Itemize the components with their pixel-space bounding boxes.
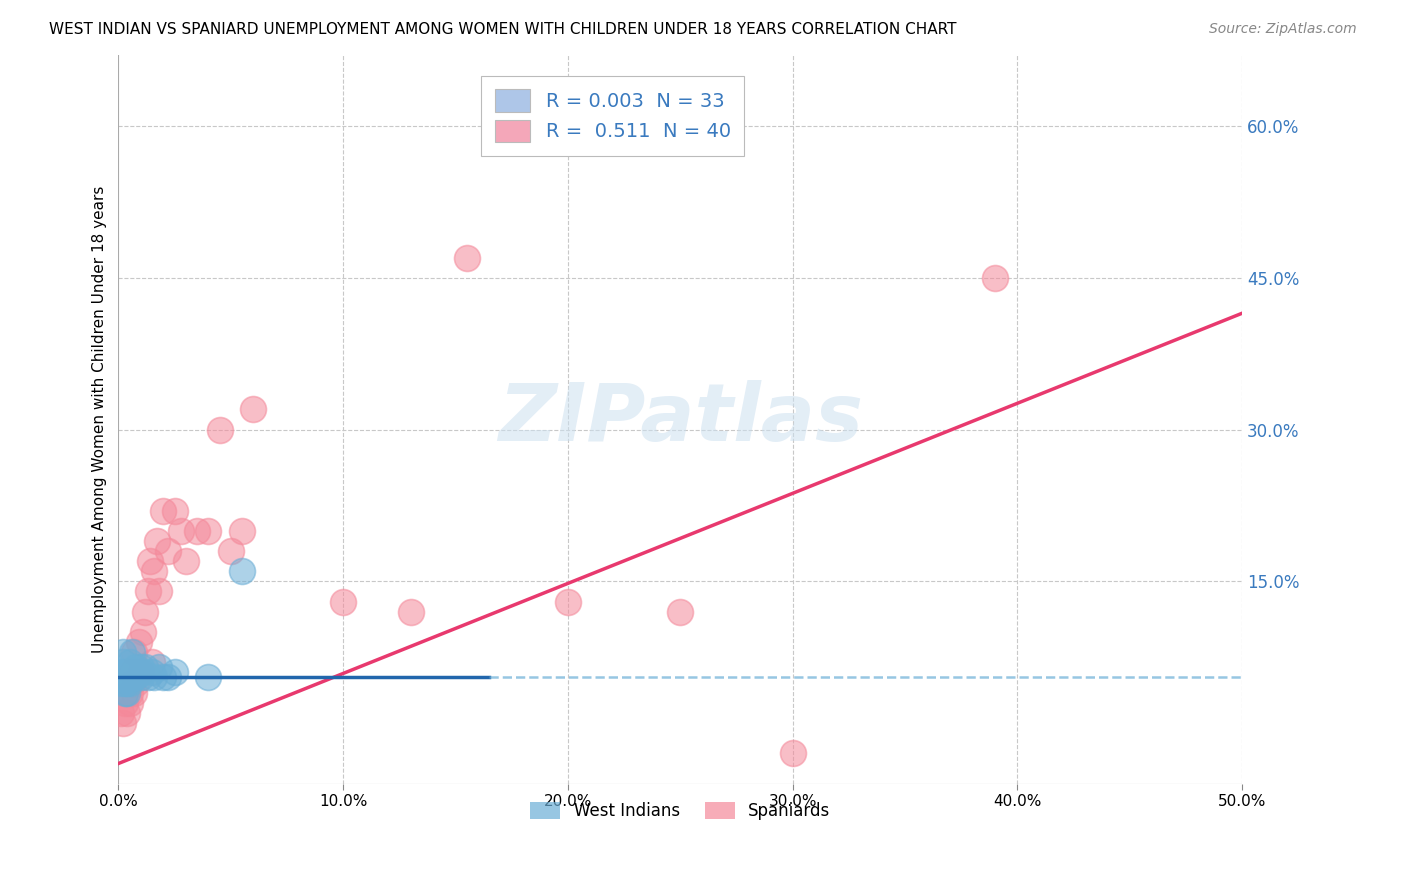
Point xyxy=(219,544,242,558)
Point xyxy=(129,671,152,685)
Point xyxy=(143,671,166,685)
Point xyxy=(110,706,132,720)
Point xyxy=(141,665,163,680)
Point xyxy=(134,660,156,674)
Point xyxy=(231,524,253,538)
Point xyxy=(122,645,145,659)
Point xyxy=(121,671,143,685)
Point xyxy=(117,686,139,700)
Point xyxy=(118,675,141,690)
Point xyxy=(110,665,132,680)
Point xyxy=(121,675,143,690)
Point xyxy=(152,671,174,685)
Point xyxy=(174,554,197,568)
Point xyxy=(242,402,264,417)
Point xyxy=(139,554,162,568)
Point xyxy=(145,533,167,548)
Point xyxy=(118,655,141,669)
Point xyxy=(208,423,231,437)
Point xyxy=(129,665,152,680)
Point xyxy=(136,584,159,599)
Point xyxy=(129,660,152,674)
Legend: West Indians, Spaniards: West Indians, Spaniards xyxy=(523,795,837,826)
Point xyxy=(118,696,141,710)
Point xyxy=(114,665,136,680)
Point xyxy=(332,594,354,608)
Point xyxy=(163,665,186,680)
Point xyxy=(122,686,145,700)
Point xyxy=(122,665,145,680)
Point xyxy=(143,564,166,578)
Point xyxy=(152,503,174,517)
Point xyxy=(128,665,150,680)
Point xyxy=(231,564,253,578)
Point xyxy=(141,655,163,669)
Point xyxy=(125,675,148,690)
Point xyxy=(117,665,139,680)
Point xyxy=(121,665,143,680)
Point xyxy=(984,270,1007,285)
Point xyxy=(156,544,179,558)
Point xyxy=(121,645,143,659)
Point xyxy=(114,696,136,710)
Point xyxy=(118,665,141,680)
Point xyxy=(110,675,132,690)
Point xyxy=(111,716,134,731)
Point xyxy=(186,524,208,538)
Point xyxy=(681,119,703,133)
Point xyxy=(170,524,193,538)
Point xyxy=(114,686,136,700)
Text: Source: ZipAtlas.com: Source: ZipAtlas.com xyxy=(1209,22,1357,37)
Point xyxy=(197,671,219,685)
Point xyxy=(122,671,145,685)
Point xyxy=(197,524,219,538)
Point xyxy=(117,706,139,720)
Point xyxy=(156,671,179,685)
Point xyxy=(132,665,155,680)
Point xyxy=(148,584,170,599)
Y-axis label: Unemployment Among Women with Children Under 18 years: Unemployment Among Women with Children U… xyxy=(93,186,107,653)
Point xyxy=(134,605,156,619)
Point xyxy=(128,635,150,649)
Point xyxy=(456,251,478,265)
Text: ZIPatlas: ZIPatlas xyxy=(498,380,863,458)
Point xyxy=(111,655,134,669)
Point xyxy=(163,503,186,517)
Point xyxy=(114,675,136,690)
Point xyxy=(136,671,159,685)
Text: WEST INDIAN VS SPANIARD UNEMPLOYMENT AMONG WOMEN WITH CHILDREN UNDER 18 YEARS CO: WEST INDIAN VS SPANIARD UNEMPLOYMENT AMO… xyxy=(49,22,956,37)
Point xyxy=(117,675,139,690)
Point xyxy=(132,624,155,639)
Point xyxy=(399,605,422,619)
Point xyxy=(125,660,148,674)
Point xyxy=(125,671,148,685)
Point xyxy=(118,686,141,700)
Point xyxy=(148,660,170,674)
Point xyxy=(669,605,692,619)
Point xyxy=(111,645,134,659)
Point xyxy=(782,747,804,761)
Point xyxy=(557,594,579,608)
